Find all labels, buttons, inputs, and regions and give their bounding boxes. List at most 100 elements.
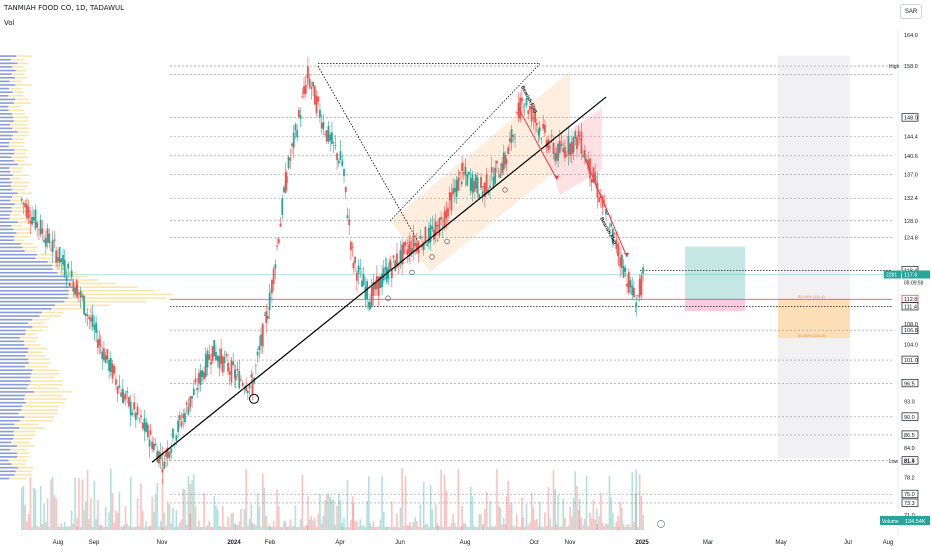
candle-body (289, 158, 291, 160)
time-axis-label: Nov (157, 540, 168, 546)
volume-bar (177, 526, 179, 530)
volume-bar (47, 498, 49, 530)
candle-body (503, 152, 505, 169)
volume-bar (513, 526, 515, 530)
candle-body (567, 136, 569, 155)
candle-body (24, 203, 26, 207)
volume-profile-bar (0, 424, 14, 426)
volume-profile-bar (0, 294, 68, 296)
candle-body (21, 199, 23, 201)
volume-bar (484, 509, 486, 530)
volume-bar (112, 493, 114, 530)
volume-bar (167, 501, 169, 530)
volume-bar (28, 514, 30, 530)
price-axis-tick: 84.0 (904, 446, 915, 452)
volume-bar (193, 474, 195, 530)
volume-bar (380, 519, 382, 530)
candle-body (238, 371, 240, 388)
volume-bar (64, 522, 66, 530)
volume-bar (186, 524, 188, 530)
volume-profile-bar (0, 63, 17, 65)
candle-body (359, 268, 361, 269)
volume-bar (328, 493, 330, 530)
volume-bar (160, 521, 162, 530)
volume-profile-bar (0, 131, 18, 133)
volume-bar (280, 527, 282, 530)
volume-bar (418, 527, 420, 530)
volume-bar (383, 512, 385, 530)
volume-bar (414, 517, 416, 530)
candle-body (113, 366, 115, 374)
volume-bar (442, 527, 444, 530)
volume-bar (623, 524, 625, 530)
volume-bar (162, 479, 164, 530)
candle-body (447, 208, 449, 217)
candle-body (45, 238, 47, 246)
volume-profile-bar (0, 297, 68, 299)
volume-bar (242, 527, 244, 530)
candle-body (449, 192, 451, 200)
volume-bar (378, 526, 380, 530)
volume-bar (123, 525, 125, 530)
volume-profile-bar (0, 99, 15, 101)
volume-bar (393, 527, 395, 530)
volume-bar (630, 527, 632, 530)
volume-bar (317, 514, 319, 530)
volume-bar (494, 525, 496, 530)
volume-profile-bar (0, 380, 31, 382)
volume-bar (353, 503, 355, 530)
candle-body (182, 414, 184, 418)
candle-body (470, 178, 472, 191)
volume-bar (88, 519, 90, 530)
candle-body (614, 233, 616, 234)
candle-body (235, 374, 237, 380)
volume-profile-bar (0, 109, 8, 111)
candle-body (482, 186, 484, 187)
volume-bar (456, 527, 458, 530)
volume-profile-bar (0, 207, 11, 209)
candle-body (66, 277, 68, 280)
candle-body (498, 177, 500, 178)
candle-body (457, 178, 459, 191)
volume-bar (181, 519, 183, 530)
volume-bar (97, 500, 99, 530)
candle-body (403, 242, 405, 254)
volume-profile-bar (0, 362, 29, 364)
volume-bar (150, 525, 152, 530)
candle-body (428, 228, 430, 244)
volume-profile-bar (0, 377, 30, 379)
volume-bar (475, 527, 477, 530)
candle-body (516, 112, 518, 113)
volume-profile-bar (0, 189, 12, 191)
candle-body (633, 288, 635, 297)
candle-body (573, 137, 575, 152)
volume-bar (548, 487, 550, 530)
volume-bar (126, 524, 128, 530)
volume-bar (381, 476, 383, 530)
volume-bar (449, 527, 451, 530)
candle-body (33, 217, 35, 220)
candle-body (539, 127, 541, 131)
volume-bar (82, 479, 84, 530)
volume-profile-bar (0, 261, 48, 263)
candle-body (524, 106, 526, 107)
volume-bar (468, 527, 470, 530)
volume-bar (444, 474, 446, 530)
volume-bar (94, 481, 96, 530)
candle-body (88, 317, 90, 319)
currency-button[interactable]: SAR (900, 4, 922, 19)
candle-body (281, 198, 283, 215)
volume-profile-bar (0, 243, 21, 245)
volume-bar (153, 512, 155, 530)
candle-body (133, 402, 135, 409)
volume-bar (235, 524, 237, 530)
volume-bar (621, 508, 623, 530)
volume-bar (45, 522, 47, 530)
candle-body (533, 117, 535, 118)
candle-body (296, 130, 298, 137)
candle-body (265, 311, 267, 323)
volume-bar (291, 526, 293, 530)
volume-profile-bar (0, 70, 16, 72)
volume-bar (295, 505, 297, 530)
volume-bar (74, 478, 76, 530)
